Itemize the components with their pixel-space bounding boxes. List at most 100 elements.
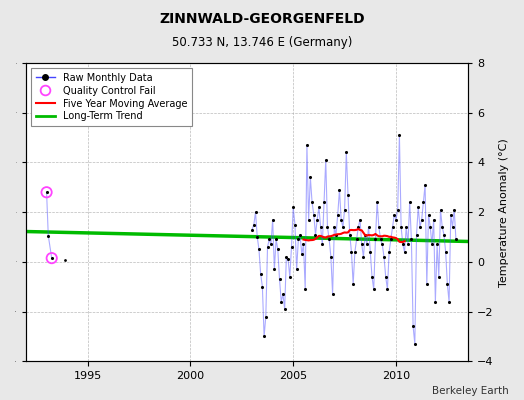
Point [299,241,308,248]
Point [320,199,328,205]
Point [48,255,56,261]
Point [433,241,441,248]
Point [280,306,289,312]
Point [394,206,402,213]
Point [267,241,275,248]
Point [409,323,417,330]
Text: Berkeley Earth: Berkeley Earth [432,386,508,396]
Point [339,224,347,230]
Point [310,212,318,218]
Point [258,284,267,290]
Point [380,254,388,260]
Point [438,224,446,230]
Point [406,199,414,205]
Point [434,274,443,280]
Point [364,224,373,230]
Point [353,236,361,243]
Point [264,244,272,250]
Point [272,236,280,243]
Point [369,286,378,292]
Point [430,216,438,223]
Point [308,199,316,205]
Point [296,231,304,238]
Point [342,149,351,156]
Point [255,246,263,253]
Point [371,236,379,243]
Point [315,204,323,210]
Point [323,224,332,230]
Point [282,254,290,260]
Point [268,216,277,223]
Point [423,281,431,288]
Point [368,274,376,280]
Point [418,216,426,223]
Point [252,209,260,215]
Point [284,256,292,262]
Point [341,206,349,213]
Point [426,224,434,230]
Point [414,204,422,210]
Point [436,206,445,213]
Point [301,286,309,292]
Point [357,241,366,248]
Point [441,249,450,255]
Point [381,274,390,280]
Point [376,236,385,243]
Point [61,257,69,263]
Point [402,224,410,230]
Point [349,281,357,288]
Point [335,186,344,193]
Point [347,249,356,255]
Point [440,231,448,238]
Point [249,221,258,228]
Point [253,234,261,240]
Point [277,298,286,305]
Point [411,341,419,347]
Text: ZINNWALD-GEORGENFELD: ZINNWALD-GEORGENFELD [159,12,365,26]
Point [416,224,424,230]
Point [326,254,335,260]
Point [248,226,256,233]
Point [287,244,296,250]
Point [270,266,279,272]
Point [388,224,397,230]
Point [387,236,395,243]
Point [356,216,364,223]
Point [345,231,354,238]
Point [48,255,56,261]
Point [311,231,320,238]
Point [318,241,326,248]
Point [424,212,433,218]
Point [42,189,51,196]
Point [44,232,52,239]
Point [373,199,381,205]
Point [452,236,460,243]
Point [419,199,428,205]
Point [42,189,51,196]
Point [275,276,283,282]
Point [313,216,321,223]
Point [294,236,302,243]
Point [330,224,339,230]
Point [303,142,311,148]
Point [421,182,429,188]
Point [449,224,457,230]
Y-axis label: Temperature Anomaly (°C): Temperature Anomaly (°C) [499,138,509,286]
Point [337,216,345,223]
Point [392,216,400,223]
Point [407,236,416,243]
Point [329,291,337,297]
Point [404,241,412,248]
Point [260,333,268,340]
Point [291,221,299,228]
Point [344,192,352,198]
Legend: Raw Monthly Data, Quality Control Fail, Five Year Moving Average, Long-Term Tren: Raw Monthly Data, Quality Control Fail, … [31,68,192,126]
Point [390,212,398,218]
Point [279,291,287,297]
Text: 50.733 N, 13.746 E (Germany): 50.733 N, 13.746 E (Germany) [172,36,352,49]
Point [445,298,453,305]
Point [322,157,330,163]
Point [334,212,342,218]
Point [383,286,391,292]
Point [378,241,387,248]
